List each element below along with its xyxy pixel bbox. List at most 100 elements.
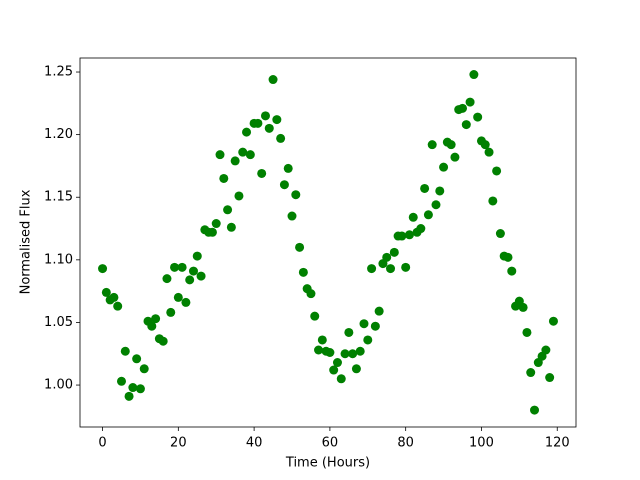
- scatter-point: [317, 335, 327, 345]
- scatter-point: [370, 321, 380, 331]
- scatter-point: [139, 364, 149, 374]
- scatter-point: [170, 262, 180, 272]
- y-tick-label: 1.05: [44, 315, 73, 330]
- scatter-point: [351, 364, 361, 374]
- y-tick-label: 1.00: [44, 378, 73, 393]
- scatter-point: [291, 190, 301, 200]
- scatter-point: [151, 314, 161, 324]
- scatter-point: [260, 111, 270, 121]
- scatter-point: [226, 222, 236, 232]
- scatter-point: [495, 229, 505, 239]
- scatter-point: [238, 147, 248, 157]
- x-axis-label: Time (Hours): [285, 456, 370, 471]
- scatter-point: [484, 147, 494, 157]
- scatter-point: [298, 267, 308, 277]
- scatter-point: [435, 186, 445, 196]
- scatter-point: [367, 264, 377, 274]
- scatter-point: [518, 302, 528, 312]
- scatter-point: [439, 162, 449, 172]
- scatter-point: [480, 140, 490, 150]
- scatter-point: [230, 156, 240, 166]
- scatter-point: [401, 262, 411, 272]
- scatter-point: [132, 354, 142, 364]
- scatter-point: [416, 224, 426, 234]
- x-tick-label: 80: [397, 436, 414, 451]
- scatter-point: [196, 271, 206, 281]
- scatter-point: [109, 292, 119, 302]
- scatter-point: [253, 118, 263, 128]
- scatter-point: [526, 368, 536, 378]
- scatter-point: [211, 219, 221, 229]
- scatter-point: [450, 152, 460, 162]
- scatter-point: [234, 191, 244, 201]
- scatter-point: [359, 319, 369, 329]
- x-tick-label: 120: [545, 436, 570, 451]
- axes-frame: [79, 57, 577, 428]
- y-axis-label: Normalised Flux: [19, 189, 34, 294]
- scatter-point: [128, 383, 138, 393]
- scatter-point: [279, 180, 289, 190]
- x-tick-label: 100: [469, 436, 494, 451]
- scatter-point: [98, 264, 108, 274]
- scatter-point: [404, 230, 414, 240]
- scatter-point: [245, 150, 255, 160]
- scatter-point: [473, 112, 483, 122]
- scatter-point: [124, 391, 134, 401]
- scatter-point: [423, 210, 433, 220]
- scatter-point: [469, 70, 479, 80]
- scatter-point: [306, 289, 316, 299]
- scatter-point: [188, 266, 198, 276]
- scatter-point: [336, 374, 346, 384]
- x-tick-label: 40: [246, 436, 263, 451]
- scatter-point: [181, 297, 191, 307]
- scatter-point: [503, 252, 513, 262]
- scatter-point: [427, 140, 437, 150]
- scatter-point: [363, 335, 373, 345]
- scatter-point: [101, 287, 111, 297]
- y-tick-label: 1.15: [44, 190, 73, 205]
- scatter-point: [458, 103, 468, 113]
- y-tick-label: 1.10: [44, 252, 73, 267]
- scatter-point: [177, 262, 187, 272]
- scatter-point: [242, 127, 252, 137]
- y-tick-label: 1.25: [44, 65, 73, 80]
- scatter-point: [276, 133, 286, 143]
- scatter-point: [325, 347, 335, 357]
- y-tick-label: 1.20: [44, 127, 73, 142]
- scatter-point: [295, 242, 305, 252]
- scatter-point: [382, 252, 392, 262]
- scatter-point: [223, 205, 233, 215]
- scatter-point: [158, 336, 168, 346]
- scatter-point: [420, 183, 430, 193]
- scatter-point: [332, 358, 342, 368]
- scatter-point: [344, 327, 354, 337]
- scatter-point: [548, 316, 558, 326]
- scatter-point: [173, 292, 183, 302]
- scatter-point: [147, 321, 157, 331]
- scatter-point: [120, 346, 130, 356]
- scatter-point: [287, 211, 297, 221]
- scatter-point: [257, 168, 267, 178]
- scatter-point: [314, 345, 324, 355]
- scatter-point: [272, 115, 282, 125]
- scatter-point: [492, 166, 502, 176]
- scatter-point: [355, 346, 365, 356]
- scatter-point: [283, 163, 293, 173]
- scatter-point: [340, 349, 350, 359]
- scatter-point: [446, 140, 456, 150]
- scatter-point: [166, 307, 176, 317]
- scatter-point: [135, 384, 145, 394]
- scatter-point: [219, 173, 229, 183]
- scatter-point: [374, 306, 384, 316]
- scatter-point: [348, 349, 358, 359]
- scatter-point: [207, 227, 217, 237]
- scatter-point: [397, 231, 407, 241]
- scatter-point: [215, 150, 225, 160]
- scatter-point: [545, 373, 555, 383]
- scatter-point: [268, 75, 278, 85]
- x-tick-label: 60: [322, 436, 339, 451]
- scatter-point: [461, 120, 471, 130]
- scatter-point: [431, 200, 441, 210]
- scatter-point: [116, 376, 126, 386]
